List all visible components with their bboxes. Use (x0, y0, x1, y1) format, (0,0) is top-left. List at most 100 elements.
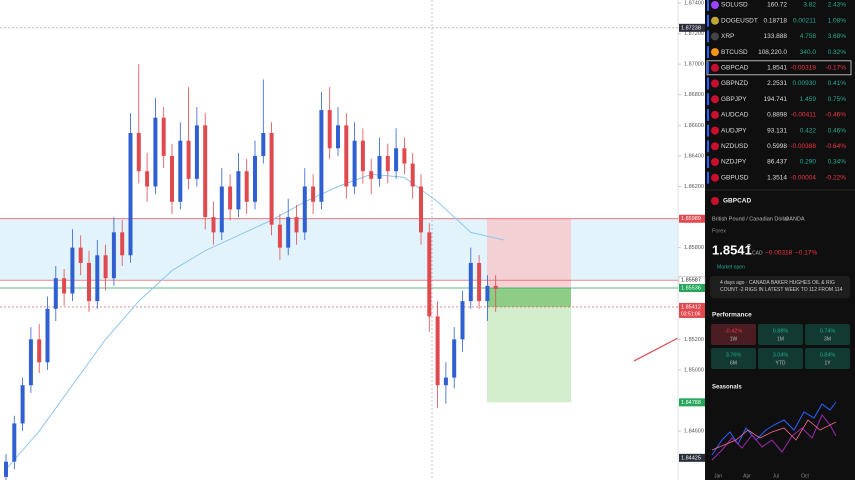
candle-body (186, 140, 191, 179)
candle-body (402, 148, 407, 164)
last-price: 2.2531 (767, 80, 787, 87)
performance-period: 6M (730, 360, 737, 366)
price-label-bg (679, 284, 705, 292)
change-pct: 0.34% (828, 159, 847, 166)
symbol-icon (711, 63, 719, 72)
candle-body (203, 125, 208, 218)
news-box[interactable] (710, 276, 850, 298)
performance-tile (711, 348, 756, 369)
y-tick-label: 1.84600 (684, 429, 704, 435)
symbol[interactable]: GBPJPY (721, 96, 747, 103)
change: 4.758 (800, 33, 817, 40)
candle-body (369, 171, 374, 179)
candle-body (261, 132, 266, 156)
candle-body (87, 262, 91, 302)
performance-period: 3M (824, 336, 831, 342)
last-price: 86.437 (767, 159, 787, 166)
candle-body (228, 186, 233, 210)
last-price: 93.131 (767, 127, 787, 134)
change: 340.0 (800, 49, 817, 56)
symbol[interactable]: GBPCAD (721, 65, 749, 72)
symbol-icon (711, 16, 719, 25)
candle-body (12, 423, 17, 462)
symbol-icon (711, 126, 719, 135)
change: -0.00318 (790, 65, 816, 72)
candle-body (253, 155, 257, 202)
price-label-bg (679, 453, 705, 462)
candle-body (244, 171, 249, 202)
symbol[interactable]: DOGEUSDT (721, 17, 758, 24)
y-tick-label: 1.86400 (684, 153, 704, 159)
candle-body (336, 125, 340, 149)
performance-value: 0.84% (820, 352, 836, 358)
target-profit-strip (487, 288, 571, 307)
symbol[interactable]: NZDUSD (721, 143, 748, 150)
symbol[interactable]: SOLUSD (721, 2, 748, 9)
countdown: 03:51:06 (681, 311, 701, 317)
symbol-icon (711, 79, 719, 88)
row-marker (707, 171, 709, 184)
performance-tile (758, 324, 803, 345)
price-label-bg (679, 398, 705, 407)
symbol-icon (711, 110, 719, 119)
price-label: 1.85536 (681, 285, 701, 291)
symbol[interactable]: XRP (721, 33, 734, 40)
candle-body (352, 140, 357, 187)
candle-body (170, 155, 174, 202)
candle-body (344, 125, 349, 187)
side-panel (705, 0, 855, 480)
change: -0.00388 (790, 143, 816, 150)
symbol[interactable]: GBPNZD (721, 80, 748, 87)
row-marker (707, 14, 709, 27)
symbol[interactable]: AUDCAD (721, 112, 749, 119)
candle-body (153, 117, 158, 187)
candle-body (20, 385, 25, 424)
news-text[interactable]: 4 days ago · CANADA BAKER HUGHES OIL & R… (720, 280, 843, 293)
seasonal-line (711, 401, 837, 456)
performance-tile (805, 348, 850, 369)
candle-body (360, 140, 365, 172)
last-price: 0.18718 (764, 17, 788, 24)
symbol[interactable]: AUDJPY (721, 127, 747, 134)
candle-body (45, 308, 50, 363)
candle-body (53, 278, 58, 309)
performance-title: Performance (712, 312, 752, 319)
row-marker (707, 77, 709, 90)
row-marker (707, 93, 709, 106)
candle-body (145, 171, 150, 187)
change-pct: 0.46% (828, 127, 847, 134)
performance-value: 3.04% (773, 352, 789, 358)
candle-body (28, 339, 33, 386)
stop-zone (487, 218, 571, 288)
candle-body (443, 377, 448, 386)
candle-body (452, 339, 457, 378)
candle-body (136, 132, 141, 172)
y-tick-label: 1.85200 (684, 337, 704, 343)
candle-body (385, 155, 390, 172)
price-label: 1.84425 (681, 455, 701, 461)
change: 1.459 (800, 96, 817, 103)
candle-body (377, 155, 382, 179)
symbol[interactable]: BTCUSD (721, 49, 748, 56)
seasonals-title: Seasonals (712, 385, 742, 391)
performance-tile (758, 348, 803, 369)
symbol-icon (711, 95, 719, 104)
symbol[interactable]: NZDJPY (721, 159, 747, 166)
last-price: 194.741 (764, 96, 788, 103)
candle-body (435, 316, 440, 386)
zone-band (0, 218, 678, 281)
price-label: 1.85412 (681, 304, 701, 310)
change-pct: -0.22% (825, 174, 846, 181)
detail-exchange: OANDA (785, 216, 805, 222)
candle-body (302, 186, 307, 233)
change: -0.00411 (791, 112, 817, 119)
price-label-bg (679, 23, 705, 32)
symbol-icon (711, 1, 719, 9)
performance-tile (711, 324, 756, 345)
candle-body (178, 140, 183, 202)
price-label-bg (679, 302, 705, 318)
symbol[interactable]: GBPUSD (721, 174, 749, 181)
change: 0.00930 (793, 80, 817, 87)
trend-line[interactable] (633, 337, 679, 362)
month-label: Apr (743, 473, 751, 479)
